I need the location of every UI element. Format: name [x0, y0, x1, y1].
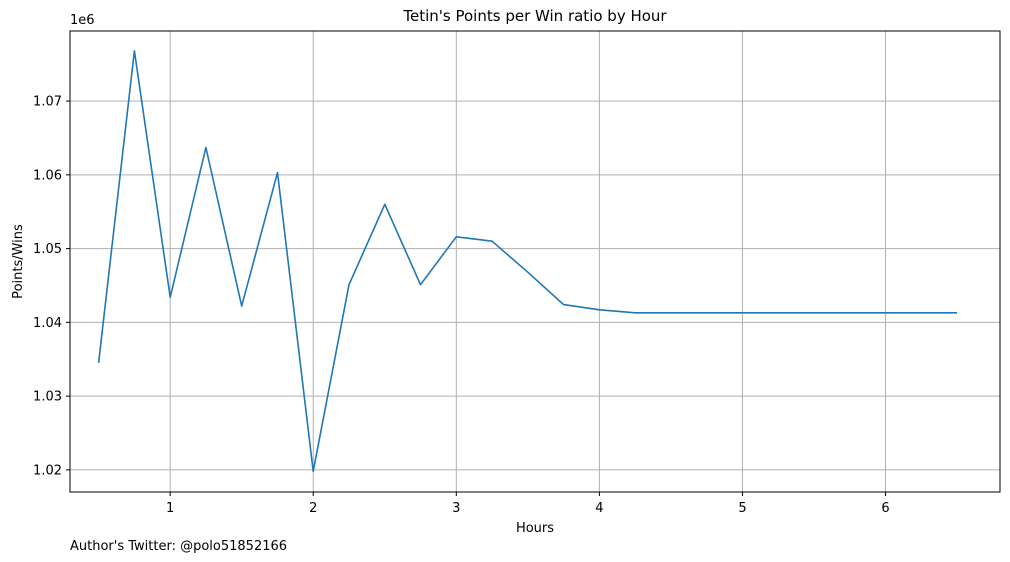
x-tick-label: 5 [738, 501, 746, 516]
x-tick-label: 2 [309, 501, 317, 516]
y-axis: 1.02 1.03 1.04 1.05 1.06 1.07 [33, 95, 70, 478]
y-tick-label: 1.07 [33, 95, 62, 110]
chart-title: Tetin's Points per Win ratio by Hour [402, 7, 667, 25]
y-axis-label: Points/Wins [11, 224, 26, 299]
author-credit: Author's Twitter: @polo51852166 [70, 539, 287, 554]
plot-frame [69, 30, 1001, 493]
y-offset-label: 1e6 [70, 13, 95, 28]
y-tick-label: 1.04 [33, 316, 62, 331]
x-tick-label: 3 [452, 501, 460, 516]
y-tick-label: 1.02 [33, 463, 62, 478]
x-axis: 1 2 3 4 5 6 [166, 492, 890, 516]
y-tick-label: 1.03 [33, 390, 62, 405]
x-tick-label: 1 [166, 501, 174, 516]
series-layer [97, 50, 958, 473]
x-axis-label: Hours [516, 521, 554, 536]
series-line [97, 50, 958, 473]
grid-lines [70, 31, 1000, 492]
y-tick-label: 1.05 [33, 242, 62, 257]
x-tick-label: 6 [881, 501, 889, 516]
x-tick-label: 4 [595, 501, 603, 516]
y-tick-label: 1.06 [33, 168, 62, 183]
